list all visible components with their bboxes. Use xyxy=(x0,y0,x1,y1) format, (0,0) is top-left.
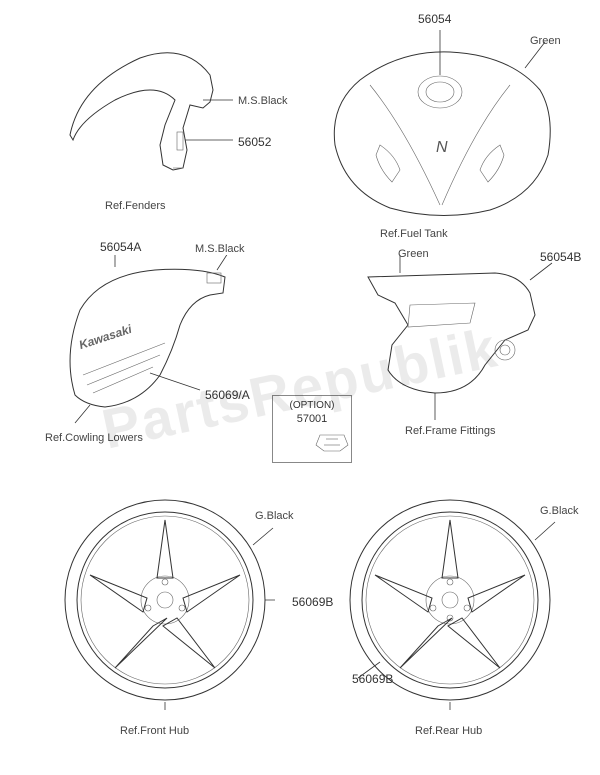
rear-wheel-ref: Ref.Rear Hub xyxy=(415,725,482,737)
tank-diagram: N xyxy=(310,30,570,230)
front-wheel-part: 56069B xyxy=(292,595,333,609)
cowling-diagram xyxy=(45,255,265,435)
cowl-ref-label: Ref.Cowling Lowers xyxy=(45,432,143,444)
frame-diagram xyxy=(340,255,570,435)
front-wheel-color: G.Black xyxy=(255,510,294,522)
rear-wheel-part: 56069B xyxy=(352,672,393,686)
frame-part-label: 56054B xyxy=(540,250,581,264)
fender-part-label: 56052 xyxy=(238,135,271,149)
option-icon xyxy=(312,427,352,455)
option-label: (OPTION) xyxy=(281,400,343,411)
tank-ref-label: Ref.Fuel Tank xyxy=(380,228,448,240)
tank-part-label: 56054 xyxy=(418,12,451,26)
cowl-part-56054a: 56054A xyxy=(100,240,141,254)
fender-diagram xyxy=(55,40,255,200)
front-wheel-ref: Ref.Front Hub xyxy=(120,725,189,737)
svg-text:N: N xyxy=(436,139,448,156)
option-box: (OPTION) 57001 xyxy=(272,395,352,463)
frame-ref-label: Ref.Frame Fittings xyxy=(405,425,495,437)
option-part-label: 57001 xyxy=(281,413,343,425)
cowl-part-56069a: 56069/A xyxy=(205,388,250,402)
cowl-color-label: M.S.Black xyxy=(195,243,245,255)
fender-color-label: M.S.Black xyxy=(238,95,288,107)
fender-ref-label: Ref.Fenders xyxy=(105,200,166,212)
tank-color-label: Green xyxy=(530,35,561,47)
rear-wheel-color: G.Black xyxy=(540,505,579,517)
front-wheel-diagram xyxy=(55,490,275,710)
frame-color-label: Green xyxy=(398,248,429,260)
